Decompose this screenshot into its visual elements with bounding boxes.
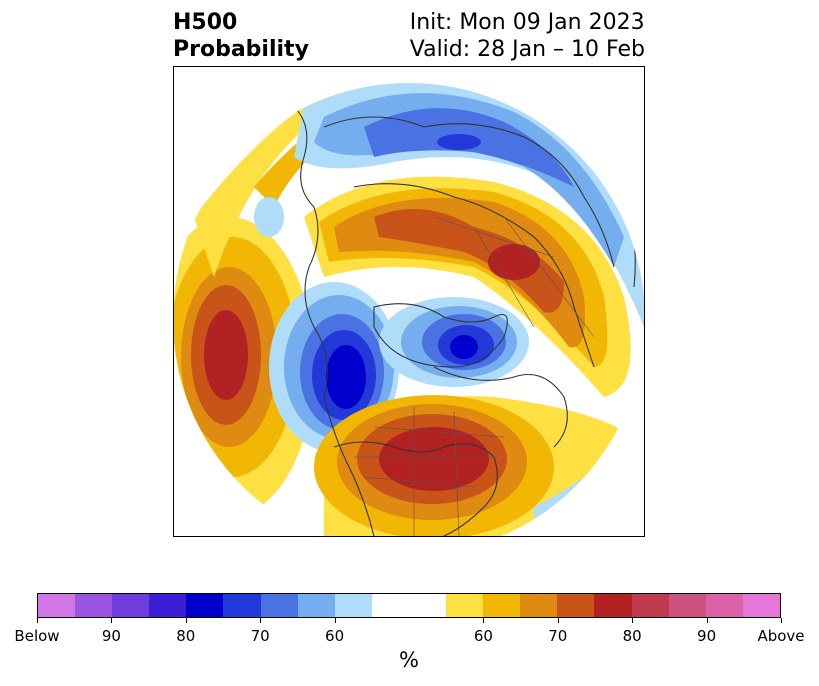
colorbar-swatch <box>297 594 335 617</box>
colorbar-swatch <box>112 594 150 617</box>
probability-map <box>173 66 645 537</box>
title-left: H500 Probability <box>173 9 309 63</box>
colorbar-tick-label: 80 <box>176 627 196 645</box>
colorbar-swatch <box>371 594 447 617</box>
colorbar-unit-label: % <box>399 648 419 672</box>
colorbar-swatch <box>149 594 187 617</box>
colorbar-tick-mark <box>185 618 187 623</box>
colorbar-tick-mark <box>111 618 113 623</box>
colorbar-swatch <box>520 594 558 617</box>
colorbar-swatch <box>223 594 261 617</box>
colorbar-swatch <box>334 594 372 617</box>
anomaly-ne-pacific-above <box>174 217 314 517</box>
colorbar-tick-mark <box>37 618 38 623</box>
title-init-date: Init: Mon 09 Jan 2023 <box>409 10 645 35</box>
colorbar-swatch <box>186 594 224 617</box>
colorbar-tick-label: 70 <box>548 627 568 645</box>
colorbar-swatch <box>594 594 632 617</box>
colorbar-tick-mark <box>706 618 708 623</box>
title-product: Probability <box>173 37 309 62</box>
colorbar-swatch <box>260 594 298 617</box>
colorbar-tick-mark <box>334 618 336 623</box>
anomaly-arctic-below <box>254 83 644 327</box>
title-variable: H500 <box>173 10 238 35</box>
colorbar-tick-label: 90 <box>101 627 121 645</box>
colorbar-tick-label: 60 <box>325 627 345 645</box>
colorbar-swatch <box>705 594 743 617</box>
colorbar <box>37 593 781 618</box>
colorbar-swatch <box>75 594 113 617</box>
title-valid-range: Valid: 28 Jan – 10 Feb <box>409 37 645 62</box>
colorbar-tick-mark <box>260 618 262 623</box>
anomaly-greenland-below <box>379 297 529 387</box>
colorbar-swatch <box>446 594 484 617</box>
colorbar-swatch <box>557 594 595 617</box>
colorbar-swatch <box>742 594 780 617</box>
colorbar-tick-label: 60 <box>473 627 493 645</box>
colorbar-tick-label: 80 <box>622 627 642 645</box>
colorbar-swatch <box>483 594 521 617</box>
coastlines <box>288 101 636 536</box>
map-canvas <box>174 83 644 536</box>
colorbar-swatch <box>38 594 76 617</box>
borders <box>354 216 595 536</box>
anomaly-north-pacific-band <box>194 83 414 277</box>
colorbar-tick-label: 90 <box>697 627 717 645</box>
colorbar-swatch <box>668 594 706 617</box>
colorbar-tick-label: Above <box>757 627 805 645</box>
colorbar-tick-label: 70 <box>250 627 270 645</box>
anomaly-eurasia-above <box>304 176 631 397</box>
colorbar-tick-mark <box>632 618 634 623</box>
title-right: Init: Mon 09 Jan 2023 Valid: 28 Jan – 10… <box>410 9 645 63</box>
colorbar-tick-mark <box>483 618 485 623</box>
colorbar-tick-label: Below <box>14 627 60 645</box>
colorbar-tick-mark <box>557 618 559 623</box>
colorbar-tick-mark <box>781 618 782 623</box>
colorbar-swatch <box>631 594 669 617</box>
